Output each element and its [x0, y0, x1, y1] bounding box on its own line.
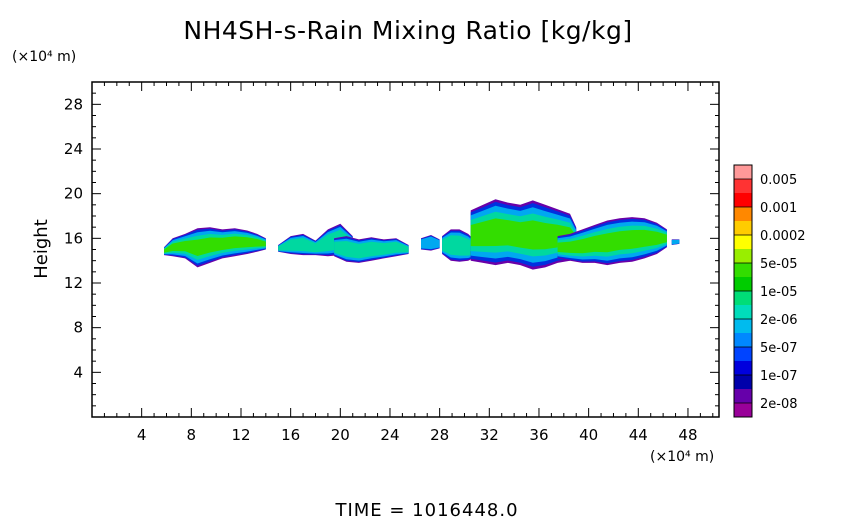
- x-tick-label: 40: [579, 426, 598, 444]
- x-tick-label: 4: [137, 426, 147, 444]
- y-tick-label: 16: [64, 229, 83, 247]
- x-tick-label: 36: [529, 426, 548, 444]
- footer-time: TIME = 1016448.0: [334, 500, 518, 519]
- cloud-0-band-4: [164, 236, 266, 256]
- colorbar-swatch: [734, 249, 752, 264]
- colorbar-label: 2e-06: [760, 313, 798, 328]
- cloud-fields: [164, 199, 680, 270]
- colorbar-label: 5e-05: [760, 257, 798, 272]
- cloud-2-band-3: [334, 241, 409, 259]
- colorbar-label: 0.001: [760, 201, 797, 216]
- x-tick-label: 20: [331, 426, 350, 444]
- y-tick-label: 20: [64, 185, 83, 203]
- cloud-3-band-2: [421, 236, 440, 250]
- y-tick-label: 28: [64, 95, 83, 113]
- colorbar-swatch: [734, 193, 752, 208]
- x-tick-label: 24: [380, 426, 399, 444]
- cloud-5-band-4: [470, 218, 577, 250]
- y-tick-label: 4: [73, 363, 83, 381]
- y-tick-label: 12: [64, 274, 83, 292]
- y-tick-label: 24: [64, 140, 83, 158]
- colorbar-label: 2e-08: [760, 397, 798, 412]
- colorbar-swatch: [734, 333, 752, 348]
- colorbar-swatch: [734, 165, 752, 180]
- colorbar-label: 5e-07: [760, 341, 798, 356]
- y-unit-label: (×10⁴ m): [12, 49, 76, 65]
- colorbar-swatch: [734, 291, 752, 306]
- y-axis-label: Height: [31, 219, 52, 279]
- colorbar-swatch: [734, 347, 752, 362]
- colorbar-label: 0.0002: [760, 229, 806, 244]
- colorbar-swatch: [734, 263, 752, 278]
- colorbar-swatch: [734, 403, 752, 418]
- x-tick-label: 8: [187, 426, 197, 444]
- x-axis-ticks: 4 8 12 16 20 24 28 32 36 40 44 48: [103, 82, 714, 444]
- x-tick-label: 12: [231, 426, 250, 444]
- x-tick-label: 28: [430, 426, 449, 444]
- colorbar-swatch: [734, 221, 752, 236]
- cloud-6-band-4: [557, 229, 667, 254]
- x-tick-label: 48: [678, 426, 697, 444]
- colorbar-label: 0.005: [760, 173, 797, 188]
- colorbar-swatch: [734, 375, 752, 390]
- x-axis-label: (×10⁴ m): [650, 449, 714, 465]
- x-tick-label: 44: [629, 426, 648, 444]
- colorbar-swatch: [734, 389, 752, 404]
- colorbar-swatch: [734, 277, 752, 292]
- colorbar-label: 1e-07: [760, 369, 798, 384]
- colorbar: 0.005 0.001 0.0002 5e-05 1e-05 2e-06 5e-07 1e-0…: [733, 164, 806, 418]
- colorbar-swatch: [734, 235, 752, 250]
- x-tick-label: 16: [281, 426, 300, 444]
- cloud-4-band-3: [442, 235, 477, 256]
- cloud-1-band-3: [278, 229, 353, 253]
- colorbar-swatch: [734, 361, 752, 376]
- y-axis-ticks: 4 8 12 16 20 24 28: [64, 92, 719, 407]
- chart-title: NH4SH-s-Rain Mixing Ratio [kg/kg]: [183, 16, 632, 45]
- colorbar-label: 1e-05: [760, 285, 798, 300]
- x-tick-label: 32: [480, 426, 499, 444]
- cloud-7-band-2: [671, 239, 680, 245]
- colorbar-swatch: [734, 179, 752, 194]
- colorbar-swatch: [734, 319, 752, 334]
- y-tick-label: 8: [73, 319, 83, 337]
- colorbar-swatch: [734, 305, 752, 320]
- colorbar-swatch: [734, 207, 752, 222]
